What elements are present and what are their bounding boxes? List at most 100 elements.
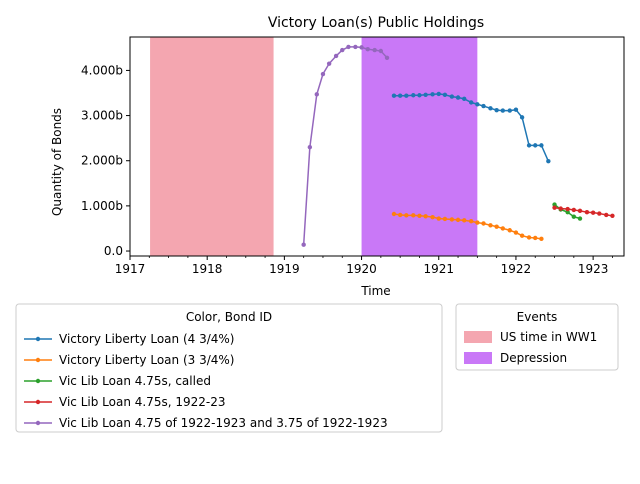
series-point-1-22 xyxy=(533,235,538,241)
series-legend-items: Victory Liberty Loan (4 3/4%) Victory Lib… xyxy=(24,332,388,430)
series-point-1-12 xyxy=(468,219,474,224)
series-point-4-4 xyxy=(326,61,332,66)
series-point-0-5 xyxy=(423,92,428,97)
legend-marker-0 xyxy=(35,336,41,342)
y-tick-label-2: 2.000b xyxy=(81,154,123,168)
series-point-4-0 xyxy=(301,242,306,247)
y-tick-label-3: 3.000b xyxy=(81,109,123,123)
series-point-0-3 xyxy=(411,93,416,98)
series-point-4-2 xyxy=(314,92,319,97)
series-point-1-14 xyxy=(481,221,486,226)
x-tick-label-1: 1918 xyxy=(192,262,223,276)
series-point-0-11 xyxy=(462,96,467,102)
series-point-2-0 xyxy=(552,202,557,207)
series-point-0-10 xyxy=(455,95,461,100)
legend-label-3: Vic Lib Loan 4.75s, 1922-23 xyxy=(59,395,225,409)
event-swatch-0 xyxy=(464,331,492,343)
series-point-3-3 xyxy=(571,207,577,213)
legend-label-2: Vic Lib Loan 4.75s, called xyxy=(59,374,211,388)
series-point-1-18 xyxy=(507,228,512,233)
series-point-1-3 xyxy=(411,213,416,218)
event-swatch-1 xyxy=(464,352,492,364)
series-point-2-3 xyxy=(571,214,577,219)
series-point-4-11 xyxy=(372,47,377,53)
series-point-1-8 xyxy=(442,216,448,222)
events-legend-items: US time in WW1 Depression xyxy=(464,330,597,365)
series-point-1-11 xyxy=(462,218,467,223)
series-point-1-23 xyxy=(539,236,544,242)
x-tick-label-6: 1923 xyxy=(578,262,609,276)
event-label-0: US time in WW1 xyxy=(500,330,597,344)
series-point-0-20 xyxy=(519,115,525,120)
series-point-1-16 xyxy=(494,224,499,229)
legend-marker-1 xyxy=(35,357,41,363)
series-point-0-14 xyxy=(481,103,486,109)
series-point-4-13 xyxy=(384,55,390,60)
series-point-0-23 xyxy=(539,143,544,148)
series-point-0-17 xyxy=(500,108,506,113)
series-point-0-2 xyxy=(404,93,409,98)
x-axis-label: Time xyxy=(360,284,390,298)
series-point-1-10 xyxy=(455,217,461,223)
series-point-1-0 xyxy=(391,211,397,217)
series-point-4-1 xyxy=(307,144,313,150)
event-span-1 xyxy=(361,37,478,256)
x-tick-label-2: 1919 xyxy=(269,262,300,276)
y-axis-label: Quantity of Bonds xyxy=(50,108,64,216)
series-point-1-21 xyxy=(526,235,532,240)
series-point-4-8 xyxy=(353,44,358,50)
series-point-3-7 xyxy=(597,211,602,216)
series-legend-title: Color, Bond ID xyxy=(186,310,272,324)
series-line-3 xyxy=(554,206,613,217)
series-point-1-4 xyxy=(417,213,422,219)
series-point-1-5 xyxy=(423,214,428,219)
series-point-0-16 xyxy=(494,107,499,113)
series-point-4-7 xyxy=(346,44,351,50)
series-point-0-4 xyxy=(417,93,422,98)
series-point-0-8 xyxy=(442,92,448,97)
legend-label-0: Victory Liberty Loan (4 3/4%) xyxy=(59,332,234,346)
legend-label-1: Victory Liberty Loan (3 3/4%) xyxy=(59,353,234,367)
series-point-4-10 xyxy=(365,46,370,52)
series-point-0-22 xyxy=(533,143,538,148)
series-point-0-24 xyxy=(546,158,551,164)
series-point-3-6 xyxy=(590,210,596,215)
series-point-3-2 xyxy=(565,206,570,212)
series-point-0-0 xyxy=(391,93,397,98)
legend-marker-2 xyxy=(35,378,41,384)
y-tick-label-0: 0.0 xyxy=(104,244,123,258)
series-point-0-12 xyxy=(468,100,474,105)
events-legend-frame xyxy=(455,303,619,371)
series-point-4-9 xyxy=(359,45,364,50)
series-point-0-13 xyxy=(475,102,480,107)
series-point-0-21 xyxy=(526,143,532,148)
series-point-1-13 xyxy=(475,220,480,225)
series-point-0-15 xyxy=(488,106,493,111)
x-tick-label-4: 1921 xyxy=(423,262,454,276)
series-point-3-1 xyxy=(558,206,563,211)
series-point-3-9 xyxy=(610,213,615,219)
series-point-3-4 xyxy=(577,208,583,214)
x-tick-label-5: 1922 xyxy=(501,262,532,276)
series-point-3-8 xyxy=(604,212,609,218)
series-point-0-18 xyxy=(507,108,512,113)
series-3 xyxy=(552,205,615,219)
series-point-1-19 xyxy=(513,230,519,235)
x-tick-label-3: 1920 xyxy=(346,262,377,276)
plot-frame xyxy=(129,36,625,257)
event-span-0 xyxy=(150,37,274,256)
series-point-3-0 xyxy=(552,205,557,210)
series-point-1-15 xyxy=(488,223,493,228)
series-point-0-6 xyxy=(430,92,435,97)
series-point-4-5 xyxy=(333,53,339,59)
series-point-0-9 xyxy=(449,94,455,99)
chart-title: Victory Loan(s) Public Holdings xyxy=(268,15,484,31)
series-point-0-7 xyxy=(436,91,441,97)
series-0 xyxy=(391,91,551,164)
series-4 xyxy=(301,44,390,247)
y-tick-label-1: 1.000b xyxy=(81,199,123,213)
series-point-4-12 xyxy=(378,48,384,54)
x-axis: 1917 1918 1919 1920 1921 1922 1923 xyxy=(115,256,613,276)
series-point-1-20 xyxy=(519,233,525,238)
